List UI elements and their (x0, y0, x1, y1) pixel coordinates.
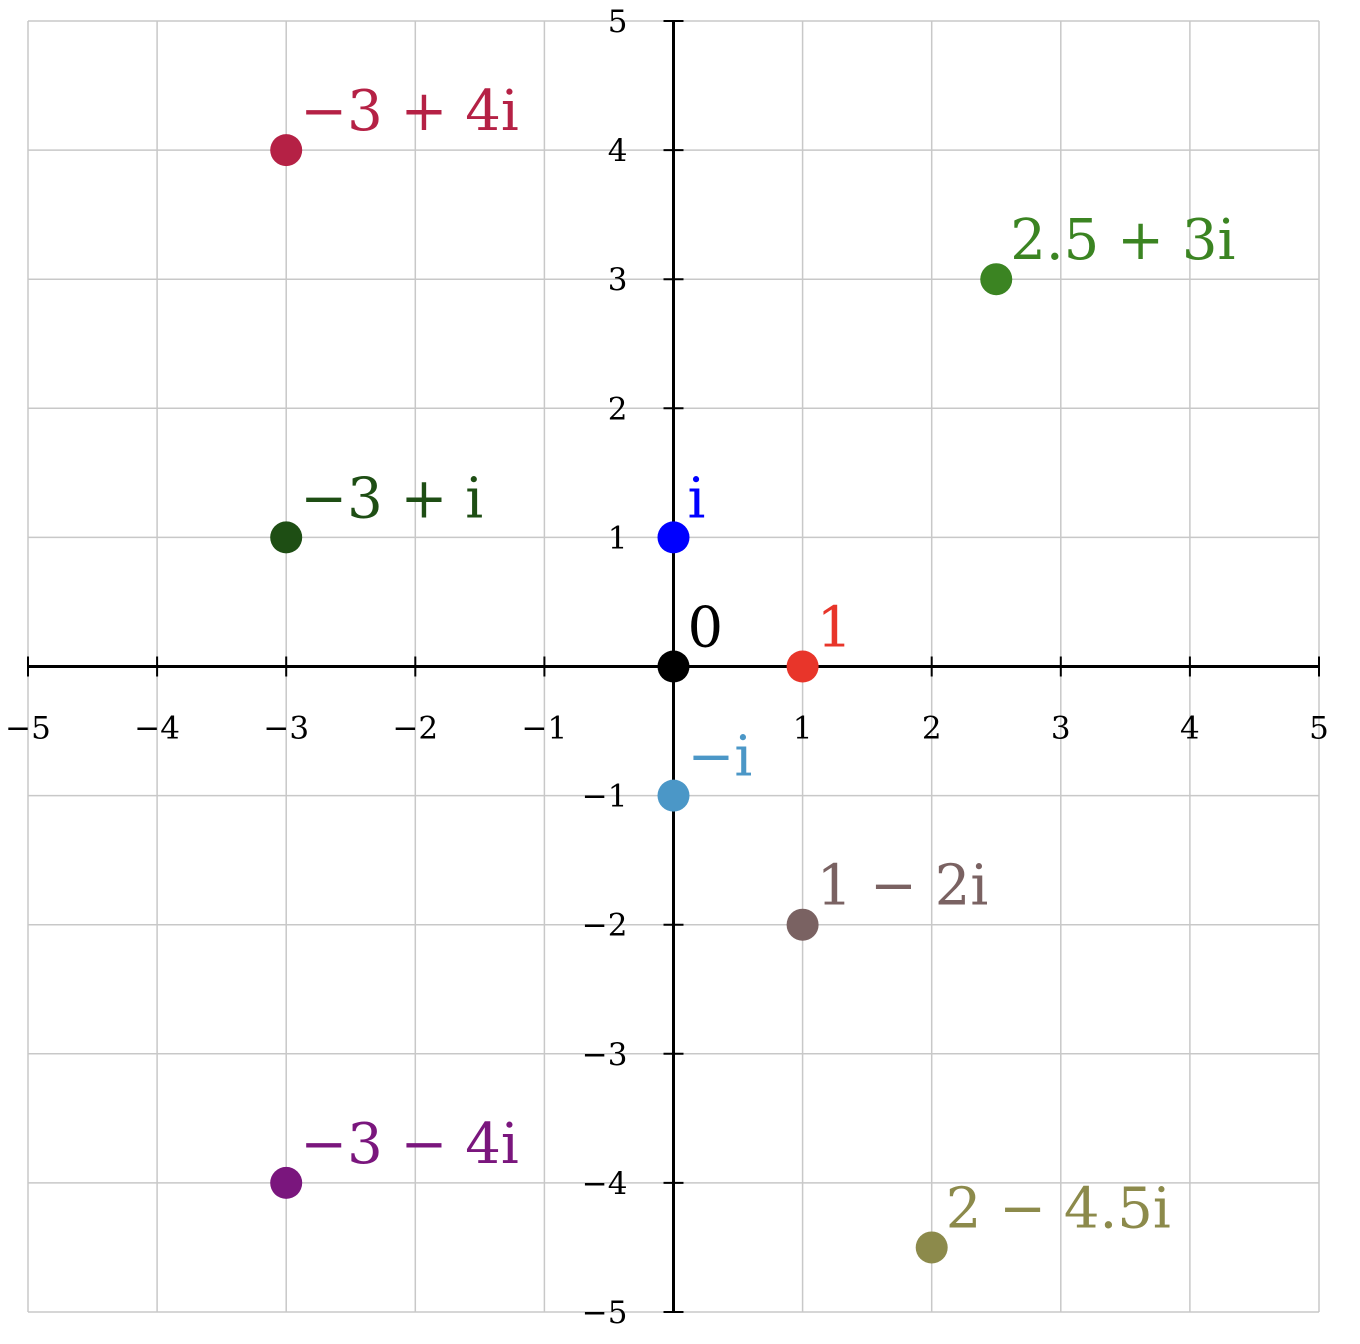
point-labels: 0 1 i −i −3 + 4i 2.5 + 3i −3 + i 1 − 2i −3 − 4i 2… (300, 79, 1235, 1241)
data-point-label: −3 − 4i (300, 1112, 519, 1177)
data-point-label: 2 − 4.5i (946, 1176, 1171, 1241)
data-point-label: 2.5 + 3i (1010, 208, 1235, 273)
data-points (270, 134, 1013, 1264)
data-point (657, 779, 690, 812)
y-tick-label: 1 (608, 520, 628, 556)
y-tick-label: −2 (582, 908, 628, 944)
y-tick-label: 5 (608, 4, 628, 40)
data-point-label: 1 − 2i (817, 854, 989, 919)
x-tick-label: −2 (392, 711, 438, 747)
data-point (270, 521, 303, 554)
x-tick-label: 1 (793, 711, 813, 747)
data-point-label: −3 + i (300, 466, 483, 531)
y-tick-label: −3 (582, 1037, 628, 1073)
x-tick-label: −3 (263, 711, 309, 747)
data-point-label: 1 (817, 596, 853, 661)
data-point (270, 1166, 303, 1199)
x-tick-label: −4 (134, 711, 180, 747)
data-point (786, 650, 819, 683)
x-tick-label: −5 (5, 711, 51, 747)
data-point (270, 134, 303, 167)
data-point (915, 1231, 948, 1264)
y-tick-label: −1 (582, 779, 628, 815)
x-tick-label: 3 (1051, 711, 1071, 747)
y-tick-label: 2 (608, 391, 628, 427)
y-tick-label: −5 (582, 1295, 628, 1331)
data-point-label: −3 + 4i (300, 79, 519, 144)
tick-labels: −5 −4 −3 −2 −1 1 2 3 4 5 −5 −4 −3 −2 −1 1 2 3 4 5 (5, 4, 1329, 1331)
y-tick-label: 3 (608, 262, 628, 298)
x-tick-label: −1 (522, 711, 568, 747)
data-point-label: −i (688, 725, 753, 790)
data-point (657, 521, 690, 554)
x-tick-label: 5 (1309, 711, 1329, 747)
x-tick-label: 2 (922, 711, 942, 747)
data-point-label: i (688, 466, 706, 531)
y-tick-label: 4 (608, 133, 628, 169)
x-tick-label: 4 (1180, 711, 1200, 747)
data-point (980, 263, 1013, 296)
y-tick-label: −4 (582, 1166, 628, 1202)
data-point (786, 908, 819, 941)
data-point-label: 0 (688, 596, 724, 661)
data-point (657, 650, 690, 683)
